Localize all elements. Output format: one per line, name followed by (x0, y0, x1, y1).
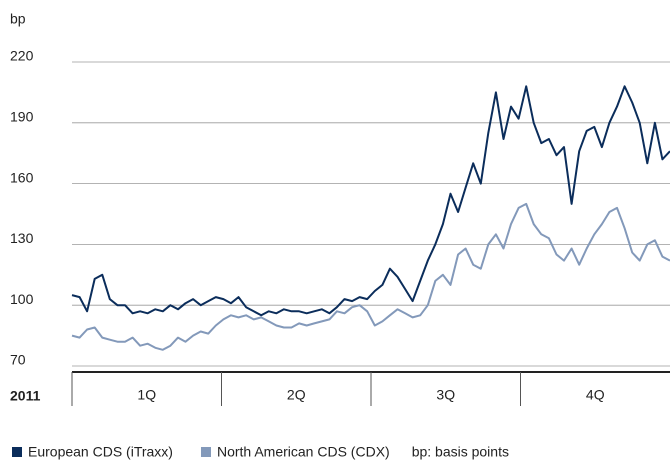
y-tick-label: 130 (10, 230, 34, 246)
year-label: 2011 (10, 388, 41, 404)
x-tick-label: 4Q (586, 387, 605, 403)
legend-label: European CDS (iTraxx) (28, 444, 173, 460)
y-axis-label: bp (10, 11, 26, 27)
y-tick-label: 190 (10, 109, 34, 125)
series-line (71, 85, 670, 317)
legend-swatch (200, 447, 211, 457)
legend-swatch (12, 447, 22, 457)
y-tick-label: 70 (10, 352, 26, 368)
series-line (71, 202, 670, 351)
legend-label: North American CDS (CDX) (217, 444, 390, 460)
x-tick-label: 1Q (137, 387, 156, 403)
y-tick-label: 220 (10, 48, 34, 64)
note: bp: basis points (412, 444, 509, 460)
x-tick-label: 3Q (436, 387, 455, 403)
y-tick-label: 160 (10, 169, 34, 185)
y-tick-label: 100 (10, 291, 34, 307)
x-tick-label: 2Q (287, 387, 306, 403)
